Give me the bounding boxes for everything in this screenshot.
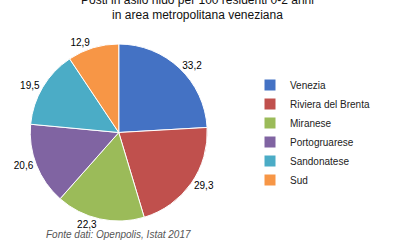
svg-text:Posti in asilo nido per 100 re: Posti in asilo nido per 100 residenti 0-… [81,0,314,22]
svg-text:Sud: Sud [290,175,308,186]
svg-text:29,3: 29,3 [194,180,214,191]
svg-text:Fonte dati: Openpolis, Istat 2: Fonte dati: Openpolis, Istat 2017 [46,229,191,240]
svg-text:20,6: 20,6 [14,160,34,171]
svg-text:Sandonatese: Sandonatese [290,156,349,167]
svg-text:22,3: 22,3 [77,219,97,230]
svg-text:Venezia: Venezia [290,80,326,91]
svg-text:Miranese: Miranese [290,118,332,129]
svg-text:Portogruarese: Portogruarese [290,137,354,148]
svg-text:19,5: 19,5 [20,80,40,91]
svg-text:12,9: 12,9 [70,37,90,48]
svg-text:Riviera del Brenta: Riviera del Brenta [290,99,370,110]
svg-text:33,2: 33,2 [182,60,202,71]
